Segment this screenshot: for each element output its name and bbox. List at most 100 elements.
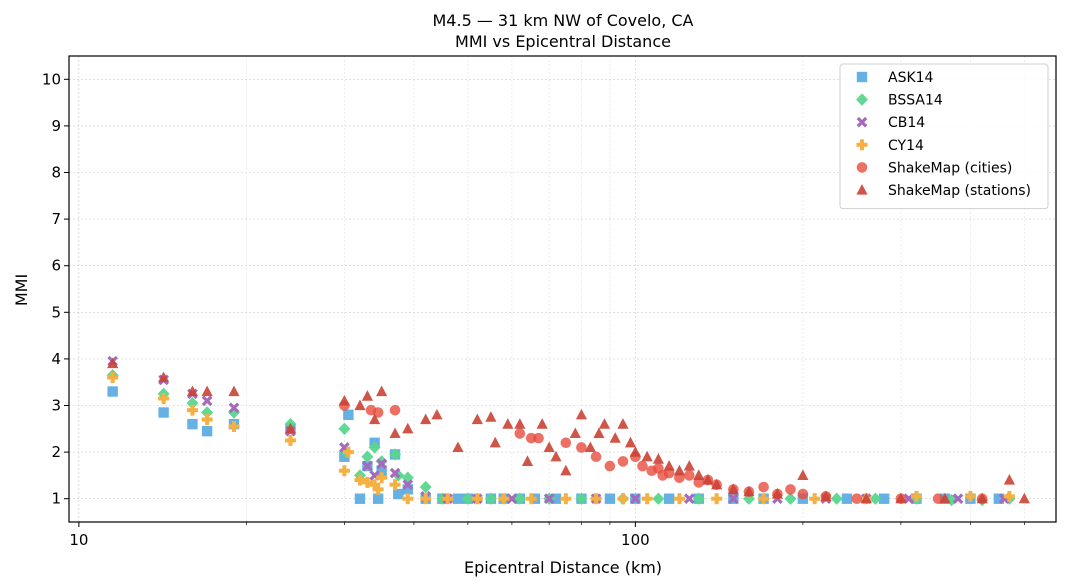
data-point xyxy=(533,432,544,444)
x-b xyxy=(728,493,739,505)
data-point xyxy=(419,480,432,494)
data-point xyxy=(186,385,199,397)
legend-marker xyxy=(856,116,868,128)
data-point xyxy=(107,386,118,397)
data-point xyxy=(354,399,366,411)
y-tick-label: 4 xyxy=(51,350,61,368)
data-point xyxy=(338,394,350,406)
legend-marker xyxy=(856,184,868,195)
data-point xyxy=(485,411,497,422)
legend-marker xyxy=(856,93,868,106)
data-point xyxy=(673,464,686,476)
data-point xyxy=(629,446,641,457)
data-point xyxy=(617,493,629,505)
data-point xyxy=(784,492,797,505)
data-point xyxy=(895,492,907,504)
data-point xyxy=(1003,474,1015,485)
plus-v xyxy=(501,493,506,505)
data-point xyxy=(201,406,214,419)
data-point xyxy=(560,493,572,505)
data-point xyxy=(461,492,474,505)
y-tick-label: 3 xyxy=(51,397,61,415)
data-point xyxy=(484,492,497,505)
data-point xyxy=(663,493,675,504)
data-point xyxy=(851,493,863,505)
data-point xyxy=(860,492,872,504)
data-point xyxy=(402,479,414,491)
legend-label: CB14 xyxy=(888,115,925,131)
plus-v xyxy=(812,493,817,505)
data-point xyxy=(743,485,755,497)
data-point xyxy=(158,371,170,383)
plus-v xyxy=(379,472,384,484)
data-point xyxy=(637,460,648,472)
plus-v xyxy=(372,479,377,491)
data-point xyxy=(604,493,616,504)
data-point xyxy=(663,460,675,471)
x-b xyxy=(389,467,401,479)
data-point xyxy=(550,493,562,504)
plus-v xyxy=(1007,490,1012,502)
data-point xyxy=(514,428,526,439)
data-point xyxy=(673,493,685,505)
plus-v xyxy=(475,493,480,505)
data-point xyxy=(338,465,350,477)
data-point xyxy=(693,469,705,480)
data-point xyxy=(402,493,414,505)
data-point xyxy=(362,460,373,472)
data-point xyxy=(389,467,401,479)
data-point xyxy=(498,493,510,505)
data-point xyxy=(452,441,464,453)
data-point xyxy=(284,434,296,446)
data-point xyxy=(471,493,483,505)
data-point xyxy=(976,492,988,504)
x-b xyxy=(369,470,380,481)
data-point xyxy=(228,402,240,414)
data-point xyxy=(369,479,381,491)
data-point xyxy=(372,407,384,418)
plus-v xyxy=(346,446,351,458)
legend-marker xyxy=(856,162,868,173)
data-point xyxy=(368,441,381,454)
y-tick-label: 7 xyxy=(51,210,61,228)
x-b xyxy=(630,493,641,505)
data-point xyxy=(543,441,555,453)
data-point xyxy=(728,493,739,505)
data-point xyxy=(489,436,501,448)
data-point xyxy=(228,420,240,432)
x-axis-label: Epicentral Distance (km) xyxy=(464,558,662,577)
data-point xyxy=(560,437,572,449)
data-point xyxy=(471,413,483,425)
data-point xyxy=(389,427,401,439)
data-point xyxy=(575,408,588,420)
data-point xyxy=(624,436,637,448)
plus-v xyxy=(393,479,398,491)
data-point xyxy=(521,455,534,467)
x-b xyxy=(683,493,695,505)
data-point xyxy=(630,493,641,505)
data-point xyxy=(393,488,404,500)
data-points xyxy=(106,355,1030,507)
data-point xyxy=(452,493,464,504)
data-point xyxy=(652,492,665,505)
data-point xyxy=(809,493,821,505)
data-point xyxy=(431,408,443,420)
series-shakemap-stations xyxy=(107,357,1030,504)
data-point xyxy=(369,413,381,425)
data-point xyxy=(107,357,119,369)
data-point xyxy=(576,442,587,453)
data-point xyxy=(502,418,514,429)
x-b xyxy=(543,493,555,505)
x-tick-label: 10 xyxy=(69,531,88,549)
plot-frame xyxy=(68,55,1057,523)
data-point xyxy=(683,470,695,481)
data-point xyxy=(569,427,581,439)
data-point xyxy=(107,372,119,384)
data-point xyxy=(338,422,351,435)
data-point xyxy=(543,493,555,505)
data-point xyxy=(879,493,890,504)
data-point xyxy=(758,493,770,505)
data-point xyxy=(598,418,611,429)
data-point xyxy=(201,395,213,407)
x-b xyxy=(339,442,350,453)
